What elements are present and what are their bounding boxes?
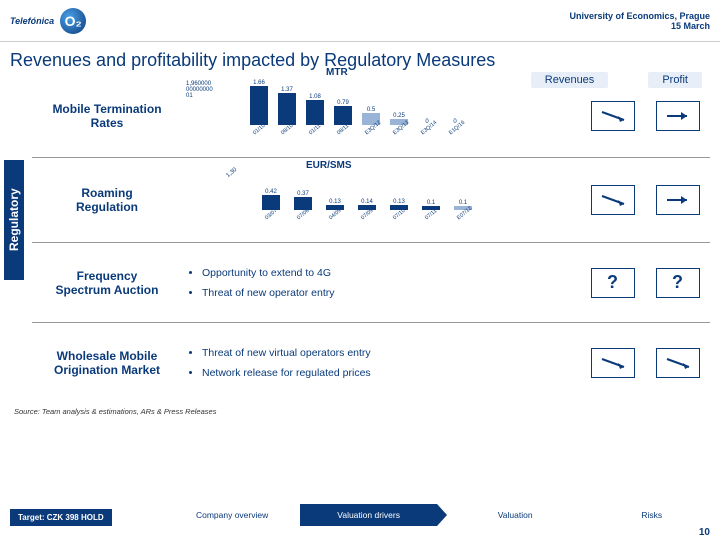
footer-company[interactable]: Company overview bbox=[164, 504, 301, 526]
row-label-freq: Frequency Spectrum Auction bbox=[32, 265, 182, 301]
logos: Telefónica O₂ bbox=[10, 8, 86, 34]
row-icons-roaming bbox=[580, 185, 710, 215]
bar-label: 08/11 bbox=[336, 125, 348, 136]
question-icon: ? bbox=[591, 268, 635, 298]
bullet: Network release for regulated prices bbox=[202, 363, 576, 383]
bar bbox=[250, 86, 268, 125]
bar-label: E3Q/14 bbox=[420, 125, 432, 136]
bar-label: 07/09 bbox=[360, 210, 372, 221]
bar bbox=[294, 197, 312, 210]
rev-arrow-icon bbox=[591, 185, 635, 215]
row-icons-mtr bbox=[580, 101, 710, 131]
bullet: Threat of new virtual operators entry bbox=[202, 343, 576, 363]
question-icon: ? bbox=[656, 268, 700, 298]
footer-risks[interactable]: Risks bbox=[583, 504, 720, 526]
page-title: Revenues and profitability impacted by R… bbox=[0, 42, 720, 75]
bar-label: 03/07 bbox=[264, 210, 276, 221]
row-frequency: Frequency Spectrum Auction Opportunity t… bbox=[32, 243, 710, 323]
bar bbox=[306, 100, 324, 125]
row-label-mtr: Mobile Termination Rates bbox=[32, 98, 182, 134]
footer-valuation[interactable]: Valuation bbox=[447, 504, 584, 526]
profit-arrow-icon bbox=[656, 348, 700, 378]
bar-label: E07/12 bbox=[456, 210, 468, 221]
rows-container: Mobile Termination Rates MTR 1,960000 00… bbox=[32, 75, 710, 403]
header-right: University of Economics, Prague 15 March bbox=[569, 11, 710, 31]
university-name: University of Economics, Prague bbox=[569, 11, 710, 21]
bullet: Opportunity to extend to 4G bbox=[202, 263, 576, 283]
row-wholesale: Wholesale Mobile Origination Market Thre… bbox=[32, 323, 710, 403]
page-number: 10 bbox=[699, 527, 710, 538]
profit-arrow-icon bbox=[656, 101, 700, 131]
sms-ymax: 1,30 bbox=[225, 167, 238, 179]
bar-label: 07/11 bbox=[424, 210, 436, 221]
footer-nav: Company overview Valuation drivers Valua… bbox=[0, 504, 720, 526]
bullet: Threat of new operator entry bbox=[202, 283, 576, 303]
bar-label: 07/10 bbox=[392, 210, 404, 221]
row-label-wholesale: Wholesale Mobile Origination Market bbox=[32, 345, 182, 381]
row-icons-freq: ? ? bbox=[580, 268, 710, 298]
bar-label: 04/09 bbox=[328, 210, 340, 221]
wholesale-content: Threat of new virtual operators entry Ne… bbox=[182, 337, 580, 389]
footer-spacer bbox=[0, 504, 164, 526]
row-icons-wholesale bbox=[580, 348, 710, 378]
bar bbox=[334, 106, 352, 125]
rev-arrow-icon bbox=[591, 348, 635, 378]
freq-content: Opportunity to extend to 4G Threat of ne… bbox=[182, 257, 580, 309]
row-label-roaming: Roaming Regulation bbox=[32, 182, 182, 218]
bar bbox=[262, 195, 280, 210]
bar-label: 01/10 bbox=[252, 125, 264, 136]
bar-label: 07/08 bbox=[296, 210, 308, 221]
bar-label: 01/11 bbox=[308, 125, 320, 136]
rev-arrow-icon bbox=[591, 101, 635, 131]
bar-label: 08/10 bbox=[280, 125, 292, 136]
telefonica-logo: Telefónica bbox=[10, 16, 54, 26]
bar-label: E3Q/12 bbox=[364, 125, 376, 136]
footer-valuation-drivers[interactable]: Valuation drivers bbox=[300, 504, 437, 526]
mtr-title: MTR bbox=[326, 67, 348, 78]
bar bbox=[278, 93, 296, 125]
mtr-ymax: 1,960000 00000000 01 bbox=[186, 81, 213, 99]
bar-label: E1Q/16 bbox=[448, 125, 460, 136]
sms-chart: EUR/SMS 1,30 0.42 03/070.37 07/080.13 04… bbox=[182, 158, 580, 242]
profit-arrow-icon bbox=[656, 185, 700, 215]
regulatory-tab: Regulatory bbox=[4, 160, 24, 280]
o2-logo: O₂ bbox=[60, 8, 86, 34]
main: Mobile Termination Rates MTR 1,960000 00… bbox=[0, 75, 720, 403]
mtr-chart: MTR 1,960000 00000000 01 1.66 01/101.37 … bbox=[182, 75, 580, 157]
source-note: Source: Team analysis & estimations, ARs… bbox=[0, 403, 720, 420]
bar-label: E3Q/13 bbox=[392, 125, 404, 136]
row-roaming: Roaming Regulation EUR/SMS 1,30 0.42 03/… bbox=[32, 158, 710, 243]
legend-profit: Profit bbox=[648, 72, 702, 88]
header-date: 15 March bbox=[569, 21, 710, 31]
header: Telefónica O₂ University of Economics, P… bbox=[0, 0, 720, 42]
sms-title: EUR/SMS bbox=[306, 160, 352, 171]
